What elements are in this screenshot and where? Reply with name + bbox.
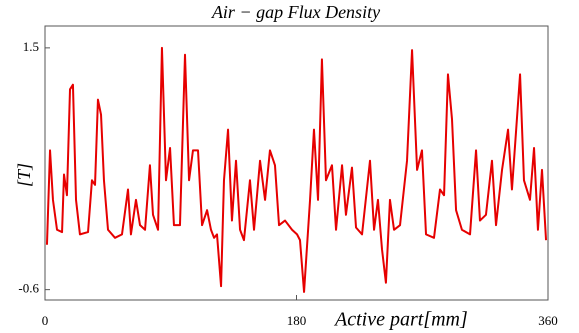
- x-axis-label: Active part[mm]: [333, 309, 468, 331]
- y-tick-label: 1.5: [23, 39, 39, 54]
- chart-title: Air − gap Flux Density: [211, 2, 380, 22]
- plot-frame: [44, 25, 549, 301]
- y-axis-label: [T]: [14, 163, 34, 187]
- x-tick-label: 180: [287, 313, 307, 328]
- x-tick-label: 0: [42, 313, 49, 328]
- x-tick-label: 360: [538, 313, 558, 328]
- data-line: [45, 46, 548, 293]
- y-tick-label: -0.6: [18, 281, 39, 296]
